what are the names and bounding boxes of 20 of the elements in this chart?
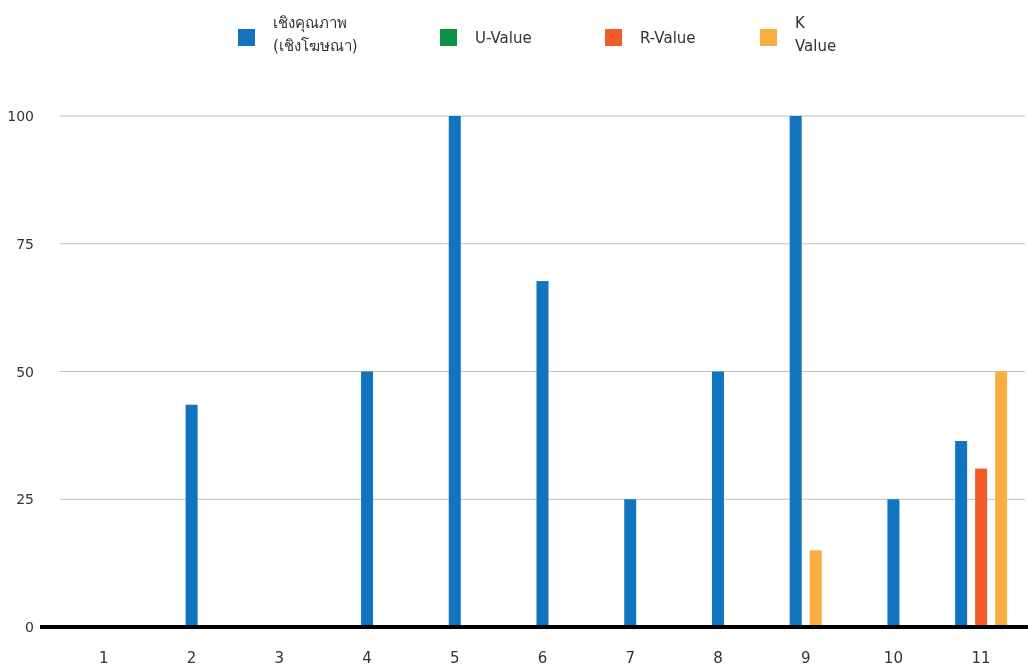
x-tick-label: 11 — [971, 649, 991, 664]
y-tick-label: 25 — [16, 491, 34, 508]
y-tick-label: 0 — [25, 619, 34, 635]
legend-label: R-Value — [640, 29, 696, 47]
x-tick-label: 6 — [537, 649, 548, 664]
x-tick-label: 4 — [362, 649, 372, 664]
x-tick-label: 5 — [450, 649, 460, 664]
y-tick-label: 50 — [16, 363, 34, 380]
x-tick-label: 10 — [883, 649, 903, 664]
x-tick-label: 1 — [99, 649, 109, 664]
legend-label: K Value — [795, 14, 837, 55]
y-tick-label: 75 — [16, 235, 34, 252]
x-tick-label: 9 — [800, 649, 811, 664]
x-tick-label: 7 — [625, 649, 635, 664]
legend-label: U-Value — [475, 29, 532, 47]
x-tick-label: 8 — [713, 649, 723, 664]
x-tick-label: 3 — [274, 649, 285, 664]
y-tick-label: 100 — [7, 108, 34, 124]
x-tick-label: 2 — [186, 649, 197, 664]
legend-label: เชิงคุณภาพ (เชิงโฆษณา) — [273, 14, 358, 55]
